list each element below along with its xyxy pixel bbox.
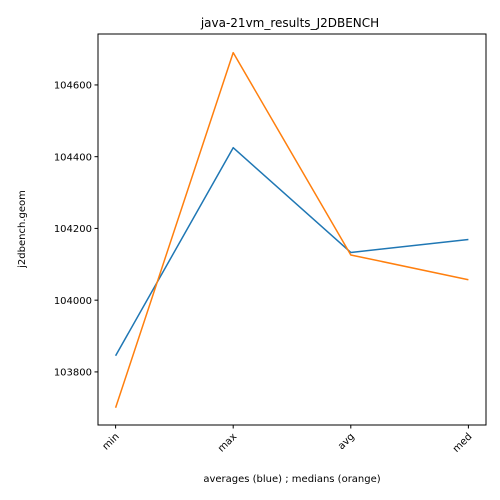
x-tick-label-med: med (451, 431, 475, 455)
series-line-2 (114, 51, 469, 409)
y-tick-label: 104200 (54, 224, 92, 235)
y-tick-label: 104600 (54, 81, 92, 92)
y-tick-label: 104000 (54, 296, 92, 307)
series-line-1 (114, 146, 469, 357)
y-tick-label: 103800 (54, 368, 92, 379)
y-tick-label: 104400 (54, 152, 92, 163)
x-axis-label: averages (blue) ; medians (orange) (203, 474, 380, 485)
x-tick-label-avg: avg (336, 431, 357, 452)
plot-frame (97, 33, 487, 426)
x-tick-label-max: max (216, 431, 239, 454)
y-axis-label: j2dbench.geom (17, 190, 28, 269)
x-tick-label-min: min (101, 431, 122, 452)
chart-title: java-21vm_results_J2DBENCH (200, 16, 379, 30)
plot-area (114, 51, 469, 409)
